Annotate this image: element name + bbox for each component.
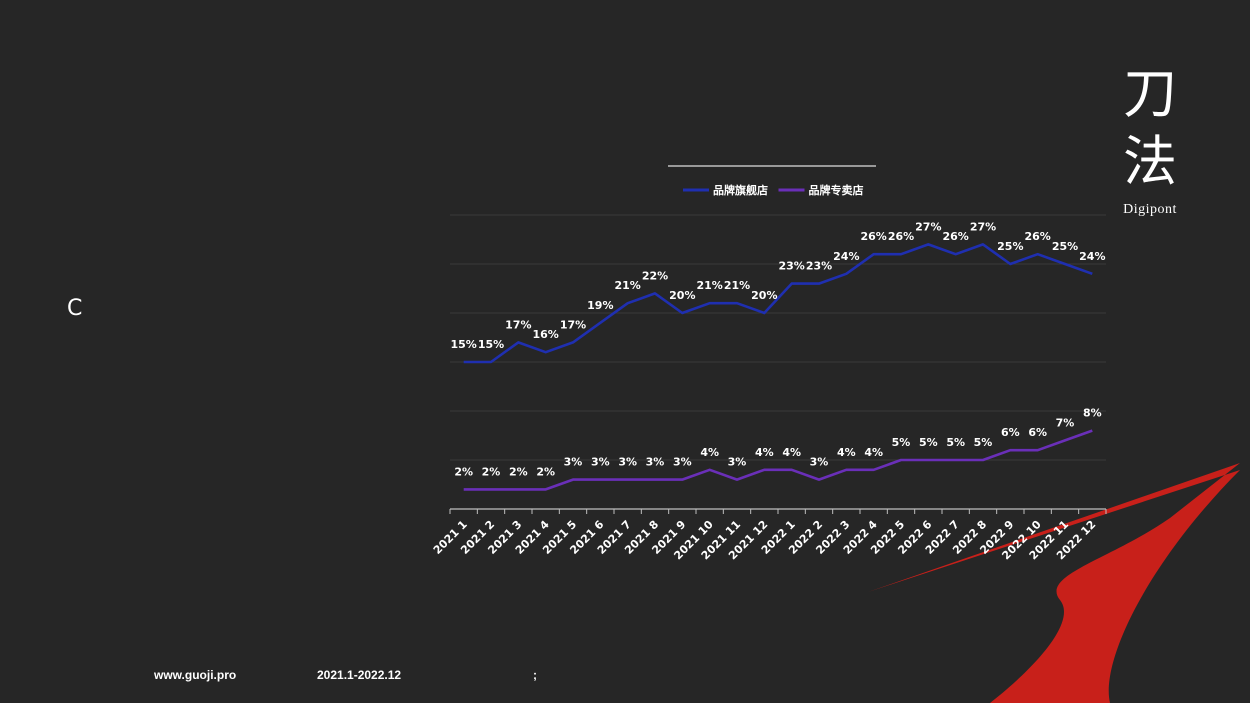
data-label: 23% xyxy=(806,260,832,273)
x-axis xyxy=(449,508,1107,514)
data-label: 22% xyxy=(642,269,668,282)
data-label: 2% xyxy=(536,465,555,478)
series-line xyxy=(463,429,1093,491)
data-label: 4% xyxy=(755,446,774,459)
brand-char-1: 刀 xyxy=(1123,62,1177,125)
data-label: 24% xyxy=(1079,250,1105,263)
data-label: 6% xyxy=(1028,426,1047,439)
data-label: 2% xyxy=(454,465,473,478)
data-label: 8% xyxy=(1083,407,1102,420)
data-label: 15% xyxy=(478,338,504,351)
data-label: 21% xyxy=(614,279,640,292)
data-label: 3% xyxy=(618,456,637,469)
red-swoosh-shape xyxy=(868,463,1240,703)
data-label: 4% xyxy=(864,446,883,459)
data-label: 23% xyxy=(778,260,804,273)
data-label: 5% xyxy=(946,436,965,449)
data-label: 5% xyxy=(919,436,938,449)
data-label: 16% xyxy=(532,328,558,341)
data-label: 5% xyxy=(892,436,911,449)
legend-label: 品牌专卖店 xyxy=(809,183,864,197)
data-label: 3% xyxy=(591,456,610,469)
data-label: 4% xyxy=(700,446,719,459)
data-label: 25% xyxy=(997,240,1023,253)
data-label: 4% xyxy=(782,446,801,459)
data-label: 3% xyxy=(728,456,747,469)
data-label: 3% xyxy=(673,456,692,469)
section-letter: C xyxy=(67,296,83,321)
data-label: 4% xyxy=(837,446,856,459)
data-label: 2% xyxy=(482,465,501,478)
data-labels: 15% 15%17%16%17%19%21%22%20%21% 21%20%23% 2… xyxy=(450,220,1105,478)
data-label: 3% xyxy=(810,456,829,469)
footer-separator: ; xyxy=(533,668,537,682)
data-label: 27% xyxy=(970,220,996,233)
data-label: 6% xyxy=(1001,426,1020,439)
data-label: 24% xyxy=(833,250,859,263)
brand-name: Digipont xyxy=(1123,202,1177,217)
data-label: 27% xyxy=(915,220,941,233)
data-label: 26% xyxy=(1024,230,1050,243)
data-label: 21% xyxy=(696,279,722,292)
data-label: 26% xyxy=(860,230,886,243)
gridlines xyxy=(450,214,1106,461)
data-label: 21% xyxy=(724,279,750,292)
footer-period: 2021.1-2022.12 xyxy=(317,668,402,682)
data-label: 25% xyxy=(1052,240,1078,253)
data-label: 15% xyxy=(450,338,476,351)
data-label: 17% xyxy=(505,318,531,331)
brand-logo: 刀 法 Digipont xyxy=(1110,60,1190,218)
data-label: 7% xyxy=(1056,416,1075,429)
data-label: 5% xyxy=(974,436,993,449)
data-label: 26% xyxy=(942,230,968,243)
data-label: 17% xyxy=(560,318,586,331)
series-lines xyxy=(463,243,1093,491)
data-label: 20% xyxy=(751,289,777,302)
data-label: 19% xyxy=(587,299,613,312)
data-label: 2% xyxy=(509,465,528,478)
data-label: 26% xyxy=(888,230,914,243)
brand-char-2: 法 xyxy=(1123,130,1177,193)
series-line xyxy=(463,243,1093,364)
data-label: 3% xyxy=(646,456,665,469)
legend: 品牌旗舰店 品牌专卖店 xyxy=(683,183,864,197)
data-label: 3% xyxy=(564,456,583,469)
footer-website: www.guoji.pro xyxy=(154,668,237,682)
data-label: 20% xyxy=(669,289,695,302)
legend-label: 品牌旗舰店 xyxy=(713,183,768,197)
